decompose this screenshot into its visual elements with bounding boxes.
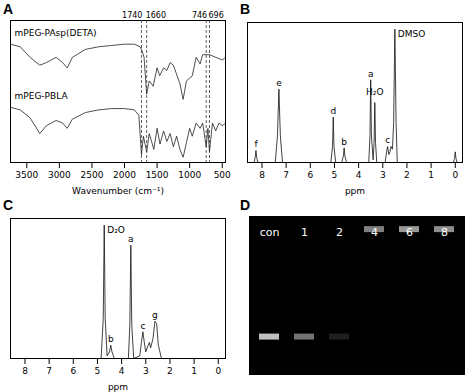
svg-text:con: con xyxy=(260,226,280,239)
svg-text:6: 6 xyxy=(406,226,413,239)
svg-text:746: 746 xyxy=(192,11,207,20)
svg-text:2500: 2500 xyxy=(80,170,103,180)
svg-text:ppm: ppm xyxy=(108,382,128,392)
svg-text:0: 0 xyxy=(215,366,221,376)
svg-text:8: 8 xyxy=(259,170,265,180)
svg-text:1500: 1500 xyxy=(146,170,169,180)
svg-text:b: b xyxy=(108,334,114,344)
svg-text:6: 6 xyxy=(307,170,313,180)
svg-text:g: g xyxy=(152,310,158,320)
svg-text:D₂O: D₂O xyxy=(107,225,125,235)
html-text:C: C xyxy=(3,197,14,213)
html-text:D: D xyxy=(240,197,251,213)
svg-text:a: a xyxy=(128,234,134,244)
svg-text:2000: 2000 xyxy=(113,170,136,180)
html-text:B: B xyxy=(240,1,251,17)
svg-text:c: c xyxy=(140,321,145,331)
svg-text:2: 2 xyxy=(167,366,173,376)
svg-text:7: 7 xyxy=(283,170,289,180)
svg-text:d: d xyxy=(330,106,336,116)
svg-text:1660: 1660 xyxy=(146,11,166,20)
html-text:A: A xyxy=(3,1,14,17)
svg-text:6: 6 xyxy=(70,366,76,376)
svg-text:mPEG-PAsp(DETA): mPEG-PAsp(DETA) xyxy=(15,28,97,38)
svg-text:5: 5 xyxy=(95,366,101,376)
svg-text:c: c xyxy=(385,135,390,145)
svg-text:1: 1 xyxy=(428,170,434,180)
svg-text:2: 2 xyxy=(336,226,343,239)
svg-text:a: a xyxy=(368,69,374,79)
svg-text:696: 696 xyxy=(208,11,223,20)
svg-text:3500: 3500 xyxy=(15,170,38,180)
svg-text:8: 8 xyxy=(441,226,448,239)
svg-text:3000: 3000 xyxy=(48,170,71,180)
svg-text:4: 4 xyxy=(371,226,378,239)
svg-text:H₂O: H₂O xyxy=(366,87,383,97)
svg-text:f: f xyxy=(254,139,258,149)
svg-text:4: 4 xyxy=(356,170,362,180)
svg-text:500: 500 xyxy=(214,170,231,180)
svg-text:0: 0 xyxy=(452,170,458,180)
svg-text:5: 5 xyxy=(332,170,338,180)
svg-text:1740: 1740 xyxy=(122,11,142,20)
svg-text:3: 3 xyxy=(380,170,386,180)
svg-text:e: e xyxy=(276,78,282,88)
svg-text:4: 4 xyxy=(119,366,125,376)
svg-text:Wavenumber (cm⁻¹): Wavenumber (cm⁻¹) xyxy=(72,186,164,196)
svg-text:mPEG-PBLA: mPEG-PBLA xyxy=(15,91,69,101)
svg-text:1: 1 xyxy=(191,366,197,376)
svg-text:b: b xyxy=(341,137,347,147)
svg-text:3: 3 xyxy=(143,366,149,376)
svg-text:DMSO: DMSO xyxy=(398,29,426,39)
svg-text:8: 8 xyxy=(22,366,28,376)
svg-text:1000: 1000 xyxy=(178,170,201,180)
svg-text:1: 1 xyxy=(301,226,308,239)
svg-text:7: 7 xyxy=(46,366,52,376)
svg-text:2: 2 xyxy=(404,170,410,180)
svg-text:ppm: ppm xyxy=(345,186,365,196)
